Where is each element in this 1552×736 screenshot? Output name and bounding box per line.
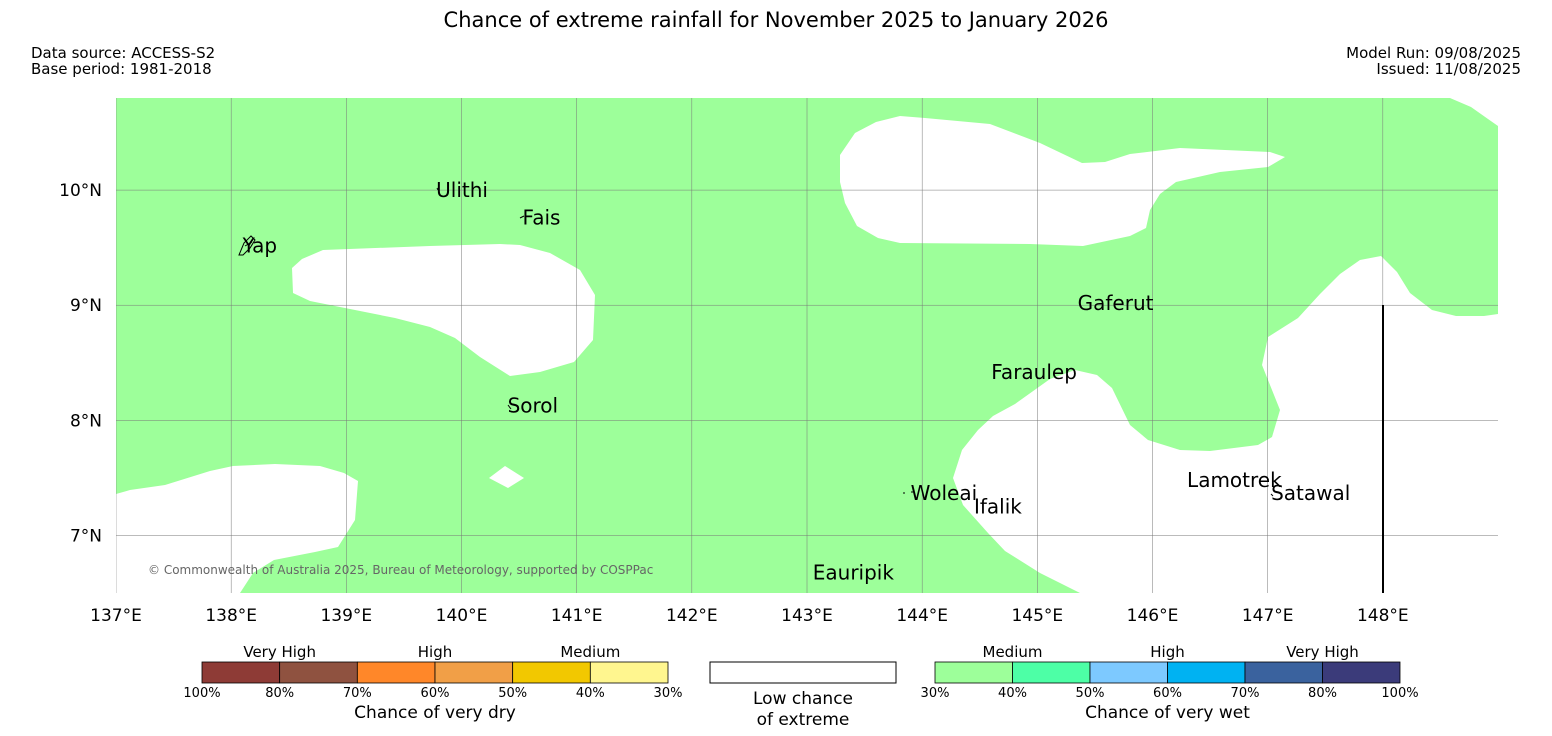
data-source: Data source: ACCESS-S2 bbox=[31, 44, 216, 62]
legend-tick: 30% bbox=[654, 686, 683, 701]
legend-swatch bbox=[434, 661, 514, 684]
lat-tick-label: 7°N bbox=[70, 526, 102, 546]
legend-tick: 30% bbox=[921, 686, 950, 701]
legend-tick: 80% bbox=[265, 686, 294, 701]
low-chance-region-north bbox=[840, 116, 1285, 246]
low-chance-region-northeast bbox=[1450, 98, 1498, 126]
low-chance-label-line2: of extreme bbox=[757, 710, 850, 730]
legend-wet: Medium High Very High 30% 40% 50% 60% 70% 80% 100… bbox=[921, 643, 1419, 723]
place-label-ulithi: Ulithi bbox=[436, 178, 488, 202]
map-title: Chance of extreme rainfall for November … bbox=[443, 8, 1109, 32]
source-info: Data source: ACCESS-S2 Base period: 1981… bbox=[31, 45, 215, 77]
legend-swatch bbox=[201, 661, 281, 684]
legend-category: High bbox=[1150, 643, 1184, 661]
legend-swatch bbox=[589, 661, 669, 684]
lon-tick-label: 147°E bbox=[1242, 606, 1294, 626]
place-label-lamotrek: Lamotrek bbox=[1187, 468, 1282, 492]
legend-low-chance: Low chance of extreme bbox=[709, 661, 897, 730]
legend-swatch bbox=[934, 661, 1013, 684]
sorol-island-shape bbox=[507, 404, 512, 410]
legend-swatch bbox=[1167, 661, 1246, 684]
yap-island-shape bbox=[238, 235, 256, 256]
lat-tick-label: 10°N bbox=[59, 181, 102, 201]
legend-tick: 60% bbox=[1153, 686, 1182, 701]
legend-tick: 100% bbox=[183, 686, 220, 701]
legend-tick: 40% bbox=[998, 686, 1027, 701]
place-label-gaferut: Gaferut bbox=[1078, 291, 1154, 315]
place-label-woleai: Woleai bbox=[911, 481, 978, 505]
place-label-eauripik: Eauripik bbox=[813, 560, 895, 584]
place-label-sorol: Sorol bbox=[508, 393, 559, 417]
legend-swatch bbox=[1089, 661, 1168, 684]
place-label-satawal: Satawal bbox=[1271, 481, 1350, 505]
yap-island-detail bbox=[244, 241, 253, 247]
lon-tick-label: 138°E bbox=[205, 606, 257, 626]
place-label-fais: Fais bbox=[523, 206, 561, 230]
lon-tick-label: 148°E bbox=[1357, 606, 1409, 626]
low-chance-label-line1: Low chance bbox=[753, 689, 853, 709]
legend-swatch bbox=[1322, 661, 1401, 684]
legend-swatch bbox=[1012, 661, 1091, 684]
legend-tick: 70% bbox=[1231, 686, 1260, 701]
legend-category: High bbox=[418, 643, 452, 661]
legend-tick: 60% bbox=[421, 686, 450, 701]
place-labels: Yap Ulithi Fais Sorol Gaferut Faraulep WoleaiI… bbox=[242, 178, 1351, 584]
lon-tick-label: 142°E bbox=[666, 606, 718, 626]
lat-tick-label: 9°N bbox=[70, 296, 102, 316]
ifalik-island-shape bbox=[903, 491, 913, 494]
legend-tick: 80% bbox=[1308, 686, 1337, 701]
latitude-axis: 10°N 9°N 8°N 7°N bbox=[59, 181, 102, 546]
legend-tick: 50% bbox=[498, 686, 527, 701]
legend-category: Medium bbox=[560, 643, 620, 661]
legend-title: Chance of very dry bbox=[354, 703, 516, 723]
longitude-axis: 137°E 138°E 139°E 140°E 141°E 142°E 143°E 144°E… bbox=[90, 606, 1409, 626]
lon-tick-label: 140°E bbox=[436, 606, 488, 626]
legend-tick: 70% bbox=[343, 686, 372, 701]
place-label-ifalik: Ifalik bbox=[974, 495, 1022, 519]
lon-tick-label: 139°E bbox=[320, 606, 372, 626]
legend-title: Chance of very wet bbox=[1085, 703, 1250, 723]
low-chance-region-west bbox=[292, 244, 595, 376]
legend-swatch bbox=[279, 661, 358, 684]
place-label-yap: Yap bbox=[242, 233, 277, 257]
legend-category: Very High bbox=[1286, 643, 1359, 661]
issued-date: Issued: 11/08/2025 bbox=[1376, 60, 1521, 78]
legend-swatch bbox=[356, 661, 436, 684]
copyright-notice: © Commonwealth of Australia 2025, Bureau… bbox=[148, 563, 653, 577]
run-info: Model Run: 09/08/2025 Issued: 11/08/2025 bbox=[1346, 45, 1521, 77]
legend-tick: 100% bbox=[1381, 686, 1418, 701]
base-period: Base period: 1981-2018 bbox=[31, 60, 212, 78]
legend-swatch bbox=[512, 661, 591, 684]
ulithi-island-shape bbox=[436, 187, 439, 191]
lat-lon-grid bbox=[116, 98, 1498, 593]
legend-category: Very High bbox=[243, 643, 316, 661]
island-outlines bbox=[238, 187, 1274, 497]
lon-tick-label: 146°E bbox=[1127, 606, 1179, 626]
lon-tick-label: 141°E bbox=[551, 606, 603, 626]
legend-tick: 40% bbox=[576, 686, 605, 701]
low-chance-region-southwest bbox=[116, 464, 358, 593]
legend-dry: Very High High Medium 100% 80% 70% 60% 50% 40% 30… bbox=[183, 643, 682, 723]
fais-island-shape bbox=[519, 215, 525, 219]
lon-tick-label: 145°E bbox=[1011, 606, 1063, 626]
legend-swatch bbox=[1244, 661, 1323, 684]
map-plot-area: Yap Ulithi Fais Sorol Gaferut Faraulep WoleaiI… bbox=[116, 98, 1498, 593]
low-chance-swatch bbox=[709, 661, 897, 684]
legend-tick: 50% bbox=[1076, 686, 1105, 701]
lon-tick-label: 137°E bbox=[90, 606, 142, 626]
lon-tick-label: 143°E bbox=[781, 606, 833, 626]
lat-tick-label: 8°N bbox=[70, 411, 102, 431]
place-label-faraulep: Faraulep bbox=[991, 360, 1077, 384]
satawal-island-shape bbox=[1270, 493, 1274, 497]
model-run: Model Run: 09/08/2025 bbox=[1346, 44, 1521, 62]
legend-category: Medium bbox=[983, 643, 1043, 661]
lon-tick-label: 144°E bbox=[896, 606, 948, 626]
low-chance-region-islet bbox=[489, 466, 524, 488]
low-chance-region-southeast bbox=[953, 256, 1498, 593]
